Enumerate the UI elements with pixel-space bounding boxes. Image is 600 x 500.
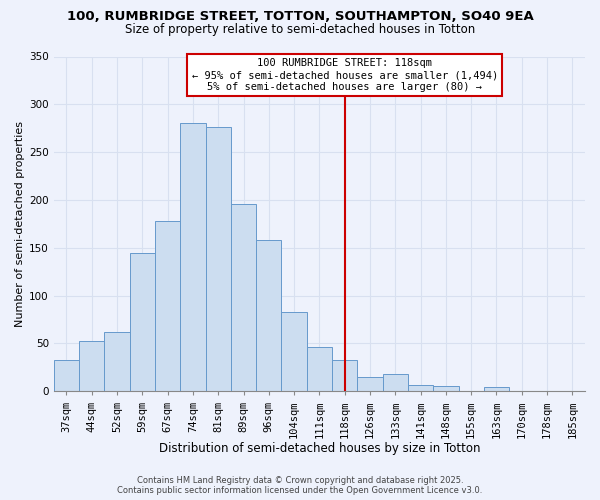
Bar [180, 122, 206, 392]
Bar [155, 221, 180, 392]
Text: Size of property relative to semi-detached houses in Totton: Size of property relative to semi-detach… [125, 22, 475, 36]
Bar [256, 240, 281, 392]
Bar [130, 252, 155, 392]
Bar [433, 386, 458, 392]
Text: 100 RUMBRIDGE STREET: 118sqm
← 95% of semi-detached houses are smaller (1,494)
5: 100 RUMBRIDGE STREET: 118sqm ← 95% of se… [191, 58, 498, 92]
Bar [206, 128, 231, 392]
Text: 100, RUMBRIDGE STREET, TOTTON, SOUTHAMPTON, SO40 9EA: 100, RUMBRIDGE STREET, TOTTON, SOUTHAMPT… [67, 10, 533, 23]
Bar [358, 377, 383, 392]
Bar [104, 332, 130, 392]
Y-axis label: Number of semi-detached properties: Number of semi-detached properties [15, 121, 25, 327]
Bar [383, 374, 408, 392]
X-axis label: Distribution of semi-detached houses by size in Totton: Distribution of semi-detached houses by … [158, 442, 480, 455]
Bar [484, 386, 509, 392]
Bar [79, 340, 104, 392]
Bar [231, 204, 256, 392]
Text: Contains HM Land Registry data © Crown copyright and database right 2025.
Contai: Contains HM Land Registry data © Crown c… [118, 476, 482, 495]
Bar [408, 384, 433, 392]
Bar [307, 348, 332, 392]
Bar [54, 360, 79, 392]
Bar [281, 312, 307, 392]
Bar [332, 360, 358, 392]
